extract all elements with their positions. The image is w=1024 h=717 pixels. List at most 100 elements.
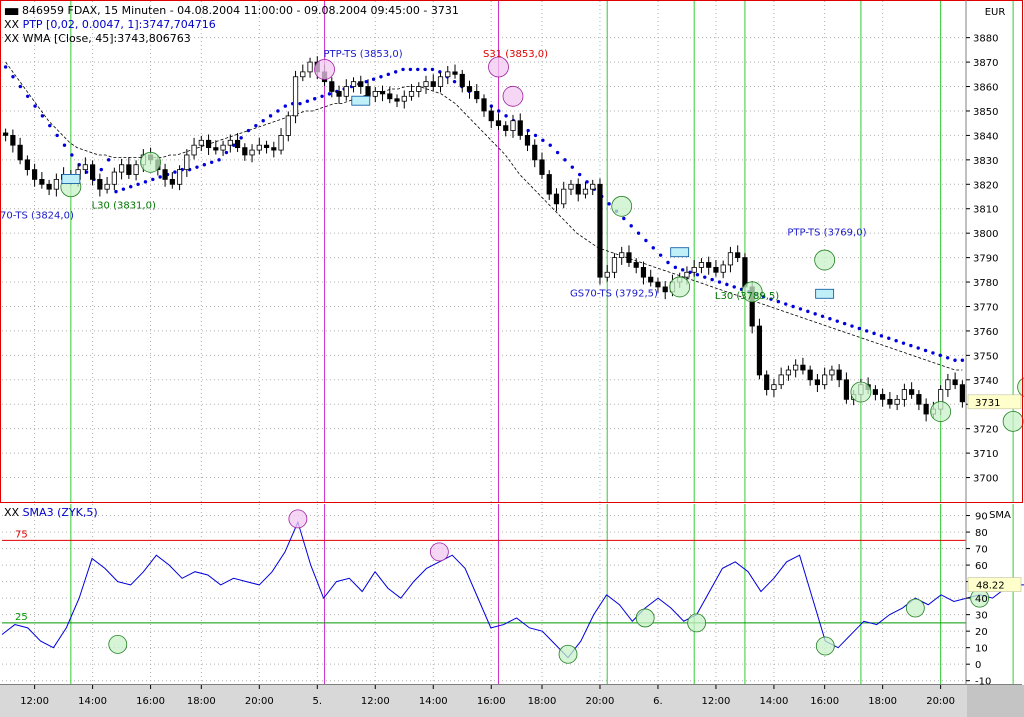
candle-up — [350, 81, 357, 87]
candle-down — [662, 286, 668, 293]
osc-circle-green — [815, 636, 835, 656]
candle-down — [379, 91, 386, 95]
time-tick-label: 14:00 — [760, 696, 789, 707]
candle-up — [343, 86, 349, 97]
ptp-dot — [923, 348, 928, 353]
candle-up — [285, 115, 291, 136]
candle-down — [952, 379, 958, 386]
legend-wma-marker: XX — [4, 32, 20, 45]
ptp-dot — [121, 187, 126, 191]
candle-up — [619, 252, 625, 259]
ptp-dot — [48, 123, 52, 128]
ptp-dot — [541, 138, 545, 143]
ptp-dot — [710, 277, 714, 282]
ptp-dot — [379, 75, 383, 79]
trade-box — [351, 95, 371, 106]
candle-down — [242, 147, 248, 156]
time-tick-label: 20:00 — [586, 696, 615, 707]
ptp-dot — [813, 312, 817, 316]
osc-tick-label: 10 — [975, 644, 988, 655]
osc-tick-label: 0 — [975, 660, 981, 671]
annotation-label: S31 (3853,0) — [483, 49, 548, 60]
ptp-dot — [327, 92, 332, 96]
ptp-dot — [276, 109, 280, 113]
time-tick-label: 18:00 — [868, 696, 897, 707]
signal-circle-magenta — [488, 56, 509, 78]
ptp-dot — [872, 331, 876, 336]
ptp-dot — [850, 324, 854, 328]
ptp-dot — [62, 143, 67, 147]
osc-tick-label: 20 — [975, 627, 988, 638]
candle-down — [836, 369, 842, 381]
ptp-dot — [703, 275, 707, 279]
ptp-dot — [129, 185, 133, 189]
price-tick-label: 3760 — [973, 327, 998, 338]
price-tick-label: 3880 — [973, 34, 998, 45]
ptp-dot — [857, 326, 862, 331]
title-marker-icon: ■■ — [4, 7, 19, 17]
time-tick-label: 16:00 — [136, 696, 165, 707]
legend-sma[interactable]: XX SMA3 (ZYK,5) — [4, 506, 98, 519]
candle-up — [104, 183, 110, 190]
candle-up — [416, 86, 422, 92]
signal-circle-magenta — [502, 85, 524, 107]
ptp-dot — [232, 143, 236, 147]
ptp-dot — [761, 295, 766, 299]
ptp-dot — [224, 150, 229, 155]
ptp-dot — [769, 297, 773, 301]
candle-down — [887, 398, 893, 405]
candle-up — [408, 91, 415, 97]
time-tick-label: 6. — [653, 696, 663, 707]
ptp-dot — [622, 216, 626, 221]
ptp-dot — [217, 158, 221, 162]
signal-circle-green — [1002, 410, 1024, 432]
candle-down — [546, 174, 552, 195]
ptp-dot — [666, 260, 670, 265]
ptp-dot — [99, 167, 103, 172]
ptp-dot — [526, 128, 530, 133]
ptp-dot — [791, 304, 795, 309]
legend-ptp[interactable]: XX PTP [0,02, 0.0047, 1]:3747,704716 — [4, 18, 216, 31]
price-tick-label: 3830 — [973, 156, 998, 167]
legend-wma[interactable]: XX WMA [Close, 45]:3743,806763 — [4, 32, 191, 45]
candle-up — [198, 139, 204, 146]
ptp-dot — [953, 358, 957, 362]
candle-up — [111, 171, 117, 185]
candle-up — [307, 61, 313, 73]
ptp-dot — [452, 79, 457, 84]
candle-up — [727, 252, 734, 266]
signal-circle-green — [741, 281, 763, 303]
ptp-dot — [585, 180, 589, 184]
candle-down — [626, 252, 632, 263]
candle-up — [771, 384, 777, 390]
ptp-dot — [430, 67, 435, 72]
candle-up — [401, 95, 407, 102]
price-tick-label: 3750 — [973, 351, 998, 362]
candle-up — [604, 271, 610, 278]
ptp-dot — [681, 268, 685, 272]
candle-down — [459, 73, 465, 87]
ptp-dot — [835, 319, 839, 323]
candle-down — [764, 374, 770, 390]
candle-down — [909, 389, 915, 395]
candle-down — [234, 139, 241, 149]
osc-last-box — [967, 577, 1022, 592]
candle-down — [756, 325, 763, 376]
candle-up — [278, 135, 284, 151]
time-tick-label: 18:00 — [187, 696, 216, 707]
price-tick-label: 3860 — [973, 83, 998, 94]
candle-down — [162, 169, 168, 180]
ptp-dot — [151, 177, 155, 182]
ptp-dot — [879, 334, 884, 338]
candle-up — [793, 364, 799, 371]
candle-up — [778, 374, 784, 386]
candle-up — [684, 271, 690, 278]
candle-up — [423, 81, 429, 87]
ptp-dot — [158, 175, 162, 179]
candle-down — [706, 262, 712, 268]
ptp-dot — [268, 114, 273, 118]
candle-up — [510, 120, 516, 131]
candle-down — [365, 86, 371, 97]
signal-circle-green — [611, 195, 633, 217]
